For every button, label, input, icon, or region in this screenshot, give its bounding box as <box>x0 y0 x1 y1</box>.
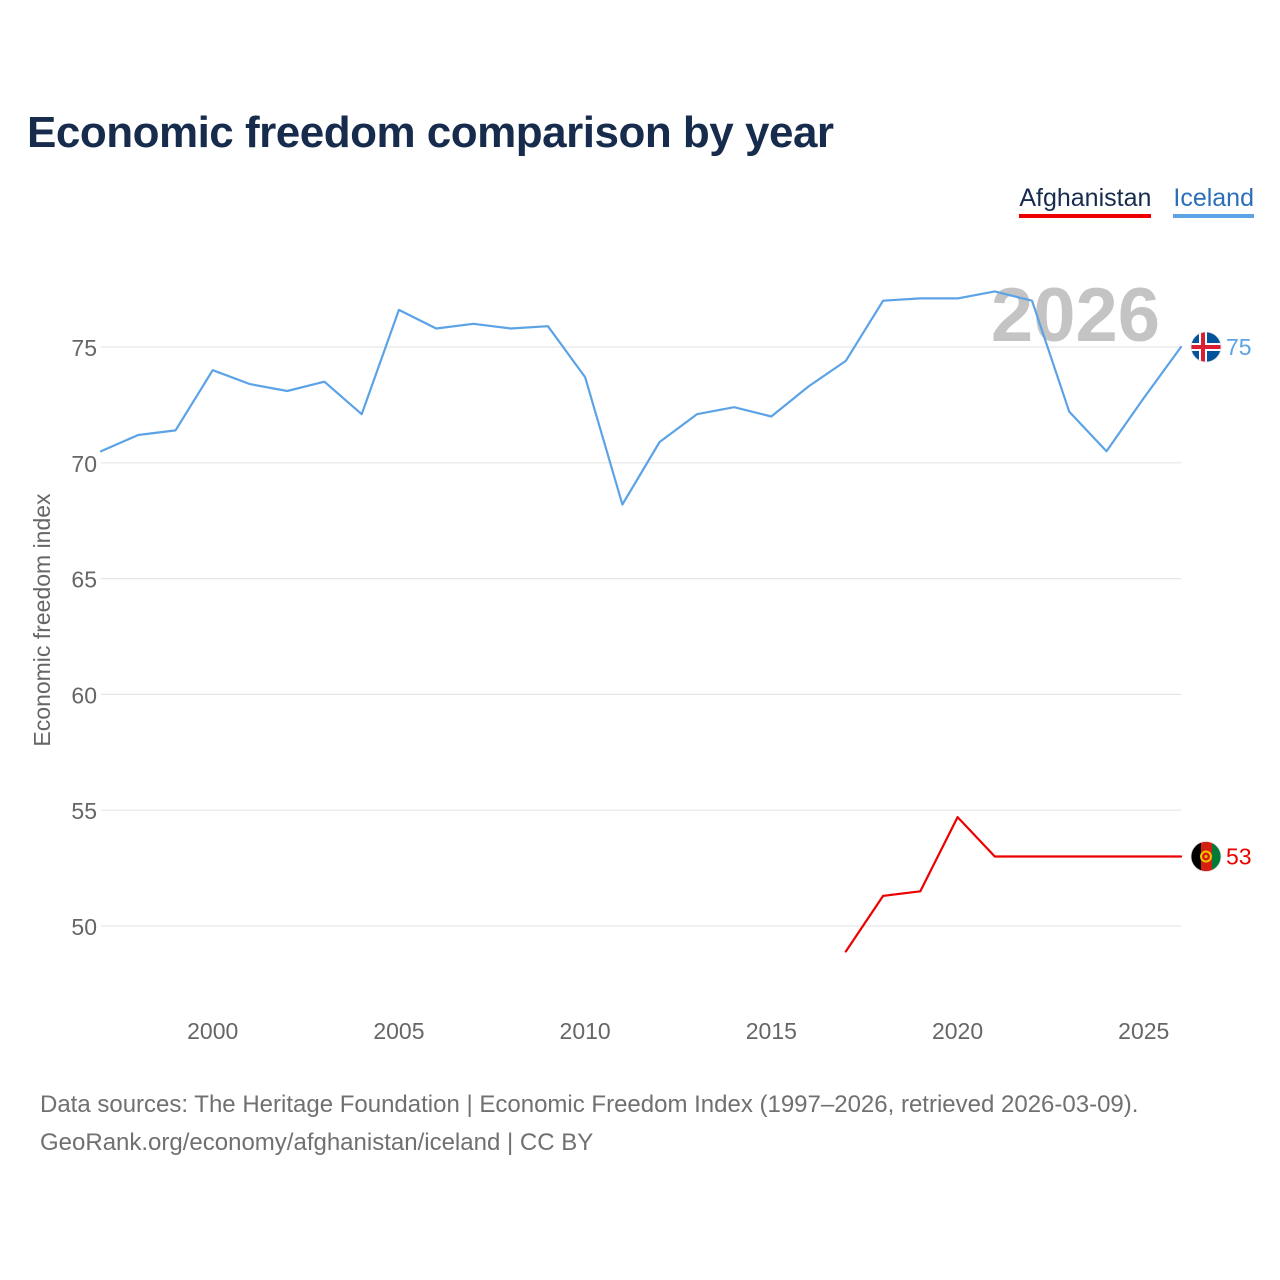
year-watermark: 2026 <box>991 273 1160 358</box>
data-source-text: Data sources: The Heritage Foundation | … <box>40 1091 1139 1118</box>
x-tick-label: 2020 <box>932 1018 983 1044</box>
y-tick-label: 75 <box>71 335 97 361</box>
end-value-label-iceland: 75 <box>1226 334 1252 360</box>
chart-title: Economic freedom comparison by year <box>27 108 834 157</box>
end-value-label-afghanistan: 53 <box>1226 844 1252 870</box>
x-tick-label: 2005 <box>373 1018 424 1044</box>
x-tick-label: 2025 <box>1118 1018 1169 1044</box>
y-tick-label: 50 <box>71 914 97 940</box>
x-tick-label: 2000 <box>187 1018 238 1044</box>
series-line-iceland[interactable] <box>99 290 1183 506</box>
legend: Afghanistan Iceland <box>1019 184 1254 218</box>
y-tick-label: 70 <box>71 451 97 477</box>
x-axis-ticks: 2000 2005 2010 2015 2020 2025 <box>187 1018 1169 1044</box>
series-lines <box>99 290 1183 953</box>
legend-item-iceland[interactable]: Iceland <box>1173 184 1254 218</box>
y-axis-ticks: 50 55 60 65 70 75 <box>71 335 97 940</box>
x-tick-label: 2010 <box>560 1018 611 1044</box>
series-endpoints: 75 53 <box>1190 331 1252 872</box>
y-tick-label: 65 <box>71 567 97 593</box>
afghanistan-flag-icon <box>1190 841 1222 872</box>
y-axis-label: Economic freedom index <box>29 493 55 747</box>
attribution-link[interactable]: GeoRank.org/economy/afghanistan/iceland … <box>40 1129 594 1156</box>
gridlines <box>101 346 1181 927</box>
series-line-afghanistan[interactable] <box>844 815 1183 953</box>
legend-item-afghanistan[interactable]: Afghanistan <box>1019 184 1152 218</box>
footer: Data sources: The Heritage Foundation | … <box>40 1086 1138 1162</box>
y-tick-label: 60 <box>71 682 97 708</box>
y-tick-label: 55 <box>71 798 97 824</box>
x-tick-label: 2015 <box>746 1018 797 1044</box>
iceland-flag-icon <box>1190 331 1222 363</box>
